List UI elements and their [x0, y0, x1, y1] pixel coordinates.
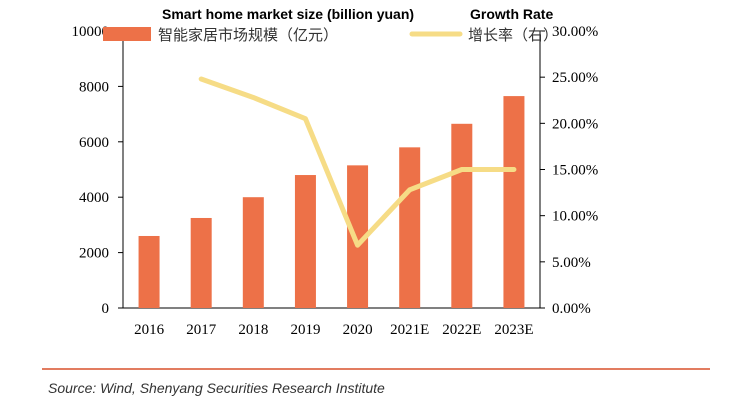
legend: Smart home market size (billion yuan) 智能…: [103, 6, 558, 44]
left-tick-label: 4000: [79, 190, 109, 206]
source-note: Source: Wind, Shenyang Securities Resear…: [48, 380, 385, 396]
x-axis: 2016 2017 2018 2019 2020 2021E 2022E 2023E: [134, 322, 533, 338]
bar: [294, 175, 316, 308]
x-tick-label: 2017: [186, 322, 217, 338]
right-tick-label: 20.00%: [552, 116, 598, 132]
bar: [503, 96, 525, 308]
growth-rate-line: [198, 76, 517, 248]
x-tick-label: 2021E: [390, 322, 429, 338]
left-tick-label: 2000: [79, 246, 109, 262]
bar: [190, 217, 212, 308]
bar: [451, 123, 473, 308]
legend-line-label-cn: 增长率（右）: [468, 26, 558, 44]
right-axis: 0.00% 5.00% 10.00% 15.00% 20.00% 25.00% 30.00%: [540, 24, 598, 317]
x-tick-label: 2019: [290, 322, 320, 338]
right-tick-label: 25.00%: [552, 70, 598, 86]
legend-bar-swatch: [103, 27, 151, 41]
right-tick-label: 0.00%: [552, 301, 591, 317]
left-tick-label: 0: [102, 301, 110, 317]
bar: [399, 147, 421, 308]
right-tick-label: 10.00%: [552, 209, 598, 225]
x-tick-label: 2018: [238, 322, 268, 338]
legend-bar-label-cn: 智能家居市场规模（亿元）: [158, 26, 338, 44]
right-tick-label: 5.00%: [552, 255, 591, 271]
legend-line-label-en: Growth Rate: [470, 6, 553, 22]
x-tick-label: 2023E: [494, 322, 533, 338]
bar: [138, 235, 160, 308]
left-tick-label: 8000: [79, 79, 109, 95]
left-axis: 0 2000 4000 6000 8000 10000: [72, 24, 123, 317]
right-tick-label: 15.00%: [552, 163, 598, 179]
x-tick-label: 2022E: [442, 322, 481, 338]
x-tick-label: 2020: [343, 322, 373, 338]
bar: [347, 165, 369, 308]
left-tick-label: 6000: [79, 135, 109, 151]
left-tick-label: 10000: [72, 24, 110, 40]
bar-series: [138, 96, 525, 308]
right-tick-label: 30.00%: [552, 24, 598, 40]
x-tick-label: 2016: [134, 322, 165, 338]
bar: [242, 197, 264, 308]
legend-bar-label-en: Smart home market size (billion yuan): [162, 6, 414, 22]
